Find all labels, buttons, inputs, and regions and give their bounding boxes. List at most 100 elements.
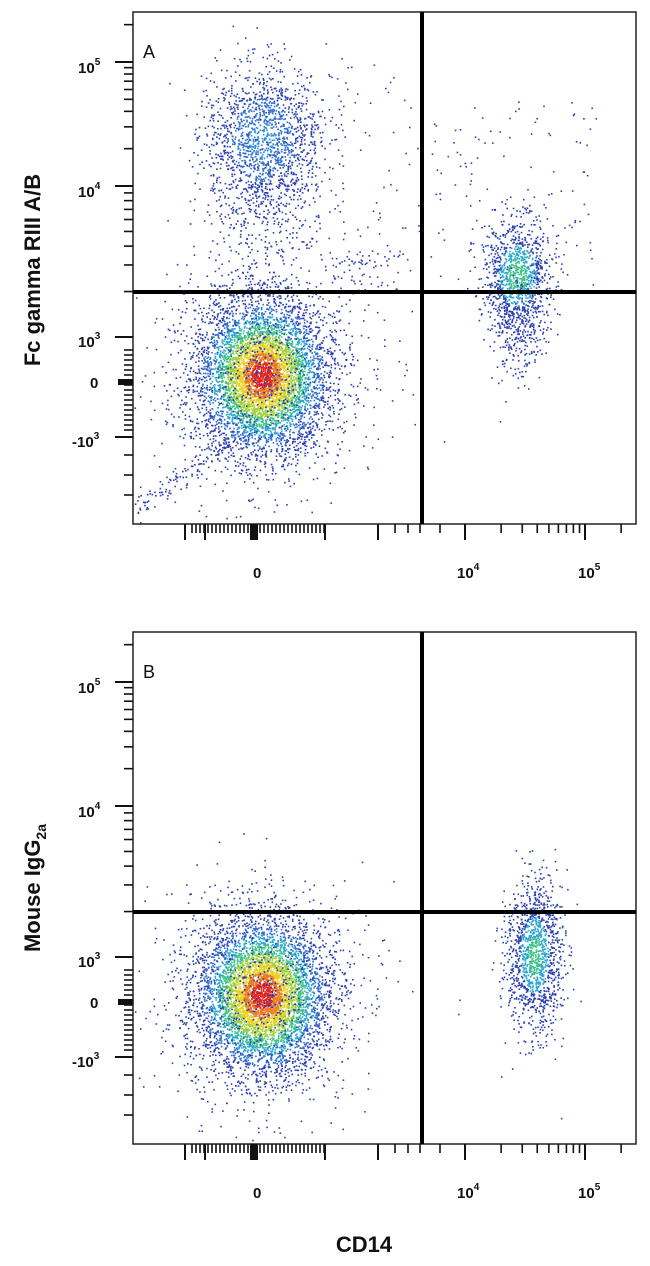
data-point (288, 480, 290, 482)
data-point (272, 468, 274, 470)
data-point (227, 365, 229, 367)
data-point (292, 420, 294, 422)
data-point (181, 400, 183, 402)
data-point (301, 400, 303, 402)
data-point (257, 428, 259, 430)
data-point (225, 467, 227, 469)
data-point (262, 387, 264, 389)
data-point (288, 306, 290, 308)
data-point (227, 460, 229, 462)
data-point (294, 379, 296, 381)
data-point (174, 330, 176, 332)
data-point (317, 425, 319, 427)
data-point (309, 418, 311, 420)
data-point (300, 386, 302, 388)
data-point (260, 295, 262, 297)
data-point (292, 458, 294, 460)
data-point (299, 402, 301, 404)
data-point (277, 392, 279, 394)
data-point (317, 353, 319, 355)
data-point (296, 426, 298, 428)
data-point (352, 359, 354, 361)
data-point (218, 362, 220, 364)
data-point (232, 359, 234, 361)
data-point (268, 404, 270, 406)
data-point (306, 309, 308, 311)
data-point (273, 310, 275, 312)
data-point (312, 418, 314, 420)
data-point (216, 424, 218, 426)
data-point (194, 310, 196, 312)
data-point (204, 381, 206, 383)
data-point (322, 387, 324, 389)
data-point (219, 286, 221, 288)
data-point (319, 355, 321, 357)
data-point (314, 414, 316, 416)
data-point (177, 330, 179, 332)
data-point (301, 360, 303, 362)
data-point (322, 414, 324, 416)
data-point (319, 408, 321, 410)
data-point (271, 420, 273, 422)
data-point (243, 366, 245, 368)
data-point (310, 400, 312, 402)
data-point (254, 429, 256, 431)
data-point (317, 385, 319, 387)
data-point (249, 323, 251, 325)
data-point (269, 313, 271, 315)
data-point (279, 332, 281, 334)
data-point (210, 431, 212, 433)
data-point (256, 411, 258, 413)
data-point (243, 377, 245, 379)
data-point (249, 444, 251, 446)
data-point (240, 458, 242, 460)
data-point (339, 426, 341, 428)
data-point (289, 448, 291, 450)
data-point (208, 411, 210, 413)
data-point (221, 264, 223, 266)
data-point (253, 366, 255, 368)
data-point (298, 448, 300, 450)
data-point (245, 446, 247, 448)
data-point (263, 368, 265, 370)
data-point (223, 340, 225, 342)
data-point (213, 336, 215, 338)
data-point (258, 358, 260, 360)
data-point (285, 356, 287, 358)
data-point (253, 377, 255, 379)
data-point (258, 413, 260, 415)
data-point (218, 348, 220, 350)
data-point (248, 387, 250, 389)
data-point (297, 366, 299, 368)
data-point (271, 325, 273, 327)
data-point (331, 367, 333, 369)
data-point (284, 393, 286, 395)
data-point (212, 343, 214, 345)
data-point (305, 441, 307, 443)
data-point (307, 362, 309, 364)
data-point (228, 261, 230, 263)
data-point (270, 428, 272, 430)
data-point (312, 428, 314, 430)
data-point (304, 445, 306, 447)
data-point (244, 352, 246, 354)
data-point (314, 351, 316, 353)
data-point (249, 435, 251, 437)
data-point (253, 354, 255, 356)
data-point (272, 398, 274, 400)
data-point (284, 325, 286, 327)
data-point (312, 344, 314, 346)
data-point (209, 379, 211, 381)
data-point (279, 455, 281, 457)
data-point (320, 373, 322, 375)
data-point (255, 385, 257, 387)
data-point (280, 349, 282, 351)
data-point (277, 363, 279, 365)
data-point (223, 313, 225, 315)
data-point (251, 366, 253, 368)
data-point (272, 334, 274, 336)
data-point (279, 335, 281, 337)
data-point (320, 377, 322, 379)
data-point (300, 377, 302, 379)
data-point (241, 425, 243, 427)
